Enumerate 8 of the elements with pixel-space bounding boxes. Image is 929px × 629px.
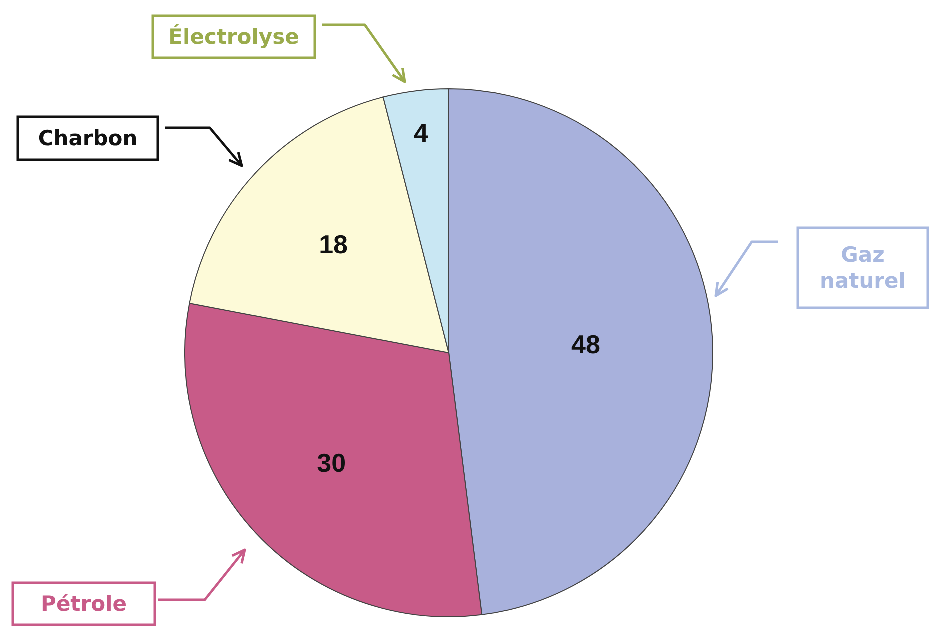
data-label: 48	[572, 329, 600, 360]
slice-label: Gaz naturel	[820, 243, 906, 293]
data-label: 30	[317, 448, 346, 478]
slice-label: Charbon	[38, 126, 138, 150]
slice-label: Électrolyse	[168, 24, 300, 49]
data-label: 18	[319, 230, 348, 260]
slice-label: Pétrole	[41, 592, 127, 616]
data-label: 4	[414, 118, 429, 148]
